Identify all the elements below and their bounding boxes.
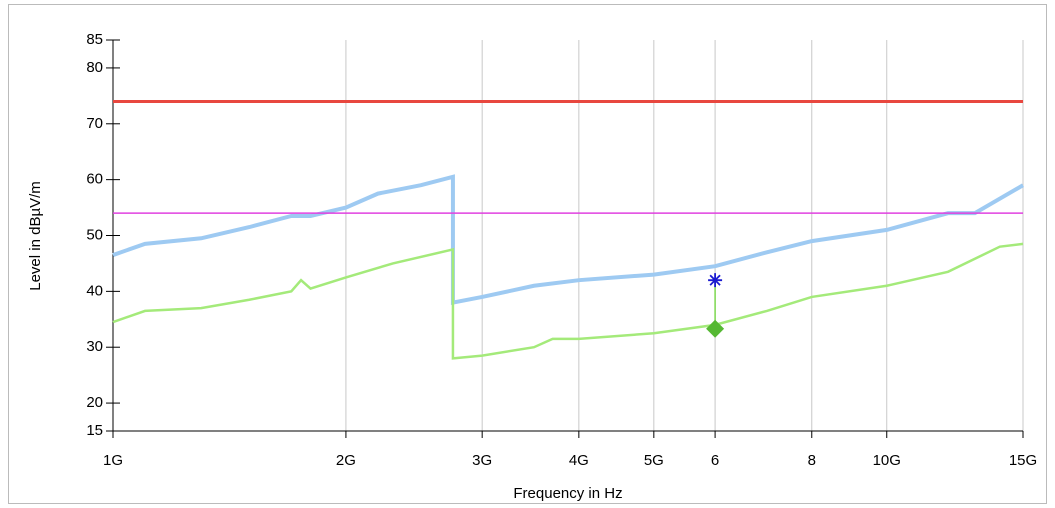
marker-star (708, 273, 723, 288)
x-tick-label: 5G (644, 452, 664, 469)
y-tick-label: 20 (86, 394, 103, 411)
x-axis-label: Frequency in Hz (513, 485, 622, 502)
y-tick-label: 80 (86, 59, 103, 76)
y-tick-label: 70 (86, 115, 103, 132)
x-tick-label: 8 (808, 452, 816, 469)
y-tick-label: 50 (86, 226, 103, 243)
y-tick-label: 40 (86, 282, 103, 299)
x-tick-label: 3G (472, 452, 492, 469)
marker-diamond (706, 319, 725, 338)
x-tick-label: 10G (873, 452, 901, 469)
x-tick-label: 4G (569, 452, 589, 469)
frame (8, 4, 1047, 504)
series-line (112, 242, 1024, 360)
series-line (112, 174, 1025, 305)
x-tick-label: 1G (103, 452, 123, 469)
y-tick-label: 60 (86, 171, 103, 188)
x-tick-label: 15G (1009, 452, 1037, 469)
y-tick-label: 85 (86, 31, 103, 48)
x-tick-label: 2G (336, 452, 356, 469)
y-tick-label: 15 (86, 422, 103, 439)
y-tick-label: 30 (86, 338, 103, 355)
x-tick-label: 6 (711, 452, 719, 469)
y-axis-label: Level in dBµV/m (27, 181, 44, 291)
